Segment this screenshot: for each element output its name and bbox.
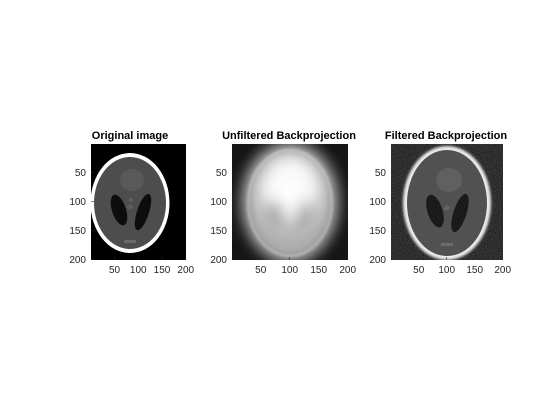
x-tick-label: 50 <box>413 265 425 276</box>
x-tick-label: 200 <box>177 265 194 276</box>
x-tick-label: 150 <box>154 265 171 276</box>
panel-filtered: Filtered Backprojection 50 100 150 200 50 100… <box>369 130 511 276</box>
panel-filtered-image <box>391 144 503 260</box>
panel-unfiltered-axes: 50 100 150 200 50 100 150 200 <box>210 168 356 276</box>
y-tick-label: 100 <box>369 197 386 208</box>
y-tick-label: 200 <box>210 255 227 266</box>
y-tick-label: 100 <box>69 197 86 208</box>
right-ellipse <box>134 193 152 231</box>
x-tick-label: 200 <box>339 265 356 276</box>
panel-unfiltered-title: Unfiltered Backprojection <box>222 130 356 142</box>
panel-original-axes: 50 100 150 200 50 100 150 200 <box>69 168 194 276</box>
panel-original-image <box>91 144 186 260</box>
panel-unfiltered: Unfiltered Backprojection 50 100 150 200 50 1… <box>210 130 356 276</box>
x-tick-label: 100 <box>281 265 298 276</box>
x-tick-label: 150 <box>310 265 327 276</box>
y-tick-label: 150 <box>369 226 386 237</box>
x-tick-label: 50 <box>109 265 121 276</box>
panel-filtered-axes: 50 100 150 200 50 100 150 200 <box>369 168 511 276</box>
brain-region <box>94 157 166 249</box>
x-tick-label: 50 <box>255 265 267 276</box>
y-tick-label: 150 <box>210 226 227 237</box>
y-tick-label: 200 <box>369 255 386 266</box>
y-tick-label: 50 <box>75 168 87 179</box>
y-tick-label: 200 <box>69 255 86 266</box>
x-tick-label: 200 <box>494 265 511 276</box>
panel-unfiltered-image <box>232 144 348 260</box>
x-tick-label: 100 <box>438 265 455 276</box>
panel-original-title: Original image <box>92 130 168 142</box>
y-tick-label: 50 <box>216 168 228 179</box>
left-ellipse <box>110 194 128 226</box>
y-tick-label: 100 <box>210 197 227 208</box>
upper-blob <box>120 169 144 191</box>
panel-original: Original image 50 100 150 200 50 100 150 200 <box>69 130 194 276</box>
x-tick-label: 150 <box>466 265 483 276</box>
y-tick-label: 150 <box>69 226 86 237</box>
y-tick-label: 50 <box>375 168 387 179</box>
panel-filtered-title: Filtered Backprojection <box>385 130 508 142</box>
x-tick-label: 100 <box>130 265 147 276</box>
